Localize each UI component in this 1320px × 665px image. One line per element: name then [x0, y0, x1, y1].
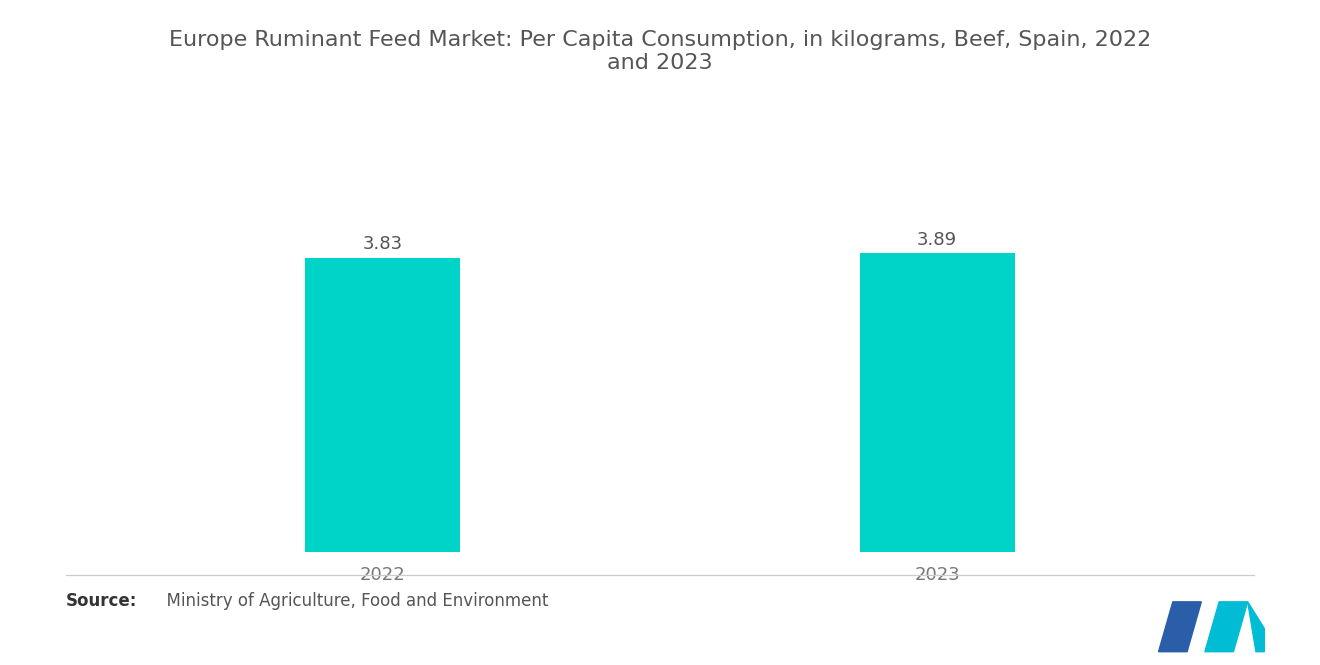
Text: Europe Ruminant Feed Market: Per Capita Consumption, in kilograms, Beef, Spain, : Europe Ruminant Feed Market: Per Capita … — [169, 30, 1151, 73]
Text: 3.83: 3.83 — [363, 235, 403, 253]
Polygon shape — [1247, 602, 1265, 652]
Polygon shape — [1159, 602, 1187, 652]
Bar — [305, 258, 461, 552]
Text: Ministry of Agriculture, Food and Environment: Ministry of Agriculture, Food and Enviro… — [156, 592, 548, 610]
Text: 3.89: 3.89 — [917, 231, 957, 249]
Text: Source:: Source: — [66, 592, 137, 610]
Polygon shape — [1172, 602, 1201, 652]
Bar — [859, 253, 1015, 552]
Polygon shape — [1205, 602, 1233, 652]
Polygon shape — [1220, 602, 1247, 652]
